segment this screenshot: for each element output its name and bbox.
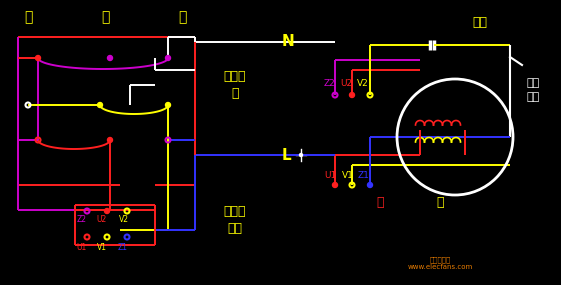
Circle shape (35, 56, 40, 60)
Text: Z2: Z2 (324, 78, 336, 87)
Text: V1: V1 (97, 243, 107, 251)
Text: L: L (282, 148, 292, 162)
Text: Z2: Z2 (77, 215, 87, 225)
Circle shape (367, 182, 373, 188)
Circle shape (165, 103, 171, 107)
Text: 电机接
线盒: 电机接 线盒 (224, 205, 246, 235)
Circle shape (104, 209, 109, 213)
Text: 停: 停 (101, 10, 109, 24)
Text: U1: U1 (77, 243, 87, 251)
Circle shape (98, 103, 103, 107)
Text: 离心
开关: 离心 开关 (527, 78, 540, 101)
Text: 电子发烧友
www.elecfans.com: 电子发烧友 www.elecfans.com (407, 256, 472, 270)
Text: Z1: Z1 (118, 243, 128, 251)
Text: 副: 副 (436, 196, 444, 209)
Text: 倒顺开
关: 倒顺开 关 (224, 70, 246, 100)
Text: 顺: 顺 (178, 10, 186, 24)
Text: U2: U2 (340, 78, 352, 87)
Text: 电容: 电容 (472, 17, 488, 30)
Circle shape (108, 56, 113, 60)
Text: U1: U1 (324, 170, 336, 180)
Text: U2: U2 (97, 215, 107, 225)
Text: N: N (282, 34, 295, 50)
Circle shape (300, 154, 302, 156)
Circle shape (350, 93, 355, 97)
Text: V1: V1 (342, 170, 354, 180)
Text: Z1: Z1 (358, 170, 370, 180)
Text: 主: 主 (376, 196, 384, 209)
Circle shape (108, 137, 113, 142)
Circle shape (165, 56, 171, 60)
Circle shape (333, 182, 338, 188)
Text: 倒: 倒 (24, 10, 32, 24)
Text: V2: V2 (357, 78, 369, 87)
Text: V2: V2 (119, 215, 129, 225)
